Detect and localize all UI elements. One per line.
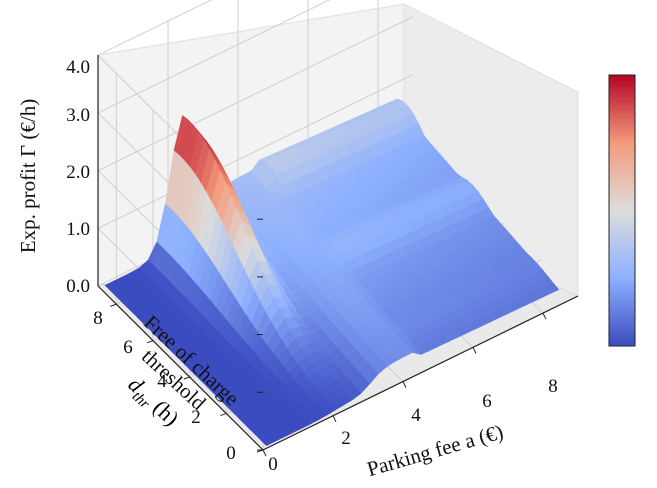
x-tick-mark [542,312,547,320]
y-tick-label: 8 [93,308,103,329]
x-tick-labels: 0 2 4 6 8 [268,376,558,475]
x-tick-label: 2 [341,428,351,449]
y-tick-mark [183,376,190,380]
y-tick-mark [146,340,154,344]
z-tick-label: 3.0 [66,105,90,126]
y-tick-labels: 0 2 4 6 8 [93,308,236,464]
y-tick-label: 0 [226,443,236,464]
surface-patch [260,435,276,446]
z-axis-label: Exp. profit Γ (€/h) [16,99,40,253]
x-tick-mark [472,347,477,354]
y-tick-label: 6 [123,337,133,358]
z-tick-label: 0.0 [66,276,90,297]
y-tick-mark [110,303,117,307]
surface [104,98,560,446]
y-tick-mark [220,413,227,417]
x-tick-label: 4 [411,405,421,426]
x-tick-mark [262,449,267,457]
x-axis-line [262,295,579,451]
colorbar [608,74,636,347]
x-tick-label: 0 [268,454,278,475]
x-tick-label: 8 [548,376,558,397]
x-axis-label: Parking fee a (€) [364,419,506,481]
z-tick-label: 4.0 [66,57,90,78]
y-tick-mark [256,449,264,453]
z-tick-labels: 0.0 1.0 2.0 3.0 4.0 [66,57,90,297]
x-tick-mark [332,415,337,423]
y-tick-label: 4 [157,371,167,392]
y-axis-line [97,285,264,451]
z-tick-label: 1.0 [66,219,90,240]
z-tick-label: 2.0 [66,162,90,183]
y-tick-label: 2 [191,407,201,428]
x-tick-mark [402,381,407,388]
x-tick-label: 6 [482,391,492,412]
tick-marks [110,218,547,457]
